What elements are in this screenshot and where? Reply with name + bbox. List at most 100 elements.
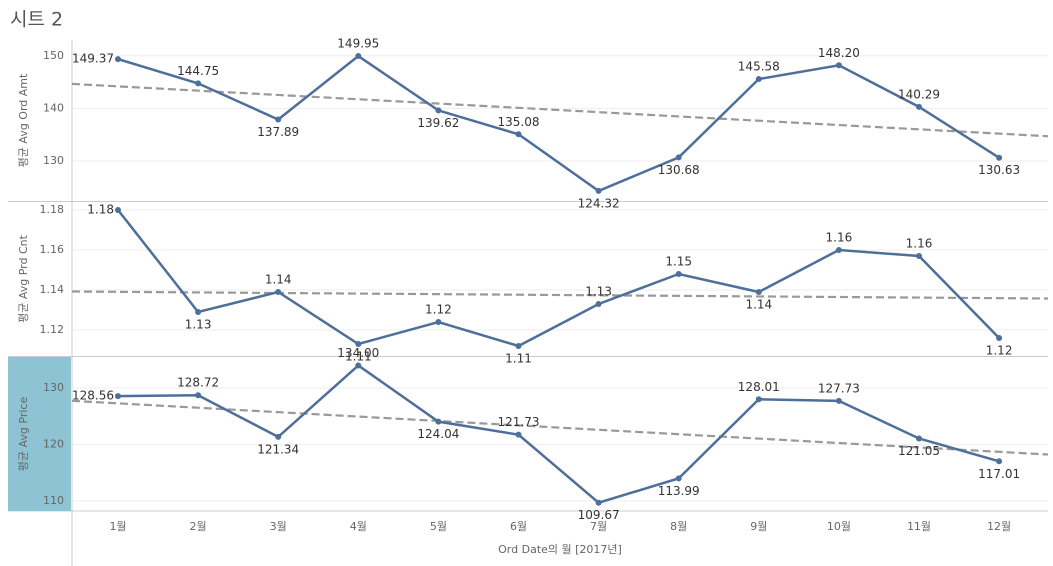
data-point	[595, 187, 602, 194]
data-point	[755, 76, 762, 83]
data-label: 121.73	[498, 415, 540, 429]
data-point	[595, 499, 602, 506]
data-label: 127.73	[818, 381, 860, 395]
data-label: 144.75	[177, 64, 219, 78]
data-label: 148.20	[818, 46, 860, 60]
x-axis-title: Ord Date의 월 [2017년]	[498, 543, 622, 556]
y-tick-label: 130	[43, 154, 64, 167]
data-point	[355, 362, 362, 369]
data-point	[435, 107, 442, 114]
data-point	[916, 435, 922, 442]
data-point	[435, 319, 442, 325]
data-label: 1.15	[665, 255, 692, 269]
line-series	[117, 209, 1000, 348]
x-tick-label: 8월	[670, 520, 687, 533]
x-tick-label: 1월	[109, 520, 126, 533]
data-label: 137.89	[257, 125, 299, 139]
data-point	[755, 396, 762, 403]
data-label: 121.34	[257, 442, 299, 456]
data-point	[675, 475, 682, 482]
data-point	[115, 56, 121, 63]
data-point	[916, 103, 922, 110]
data-point	[996, 458, 1003, 465]
data-label: 145.58	[738, 60, 780, 74]
x-tick-label: 10월	[827, 520, 851, 533]
x-tick-label: 12월	[987, 520, 1011, 533]
line-series	[117, 54, 1000, 193]
x-tick-label: 5월	[430, 520, 447, 533]
data-point	[595, 301, 602, 307]
data-label: 1.13	[185, 318, 212, 332]
data-point	[755, 289, 762, 295]
trend-line	[71, 399, 1049, 456]
line-series	[117, 363, 1000, 505]
data-label: 113.99	[658, 484, 700, 498]
x-tick-label: 4월	[350, 520, 367, 533]
data-point	[675, 154, 682, 161]
y-tick-label: 130	[43, 381, 64, 394]
data-point	[275, 116, 282, 123]
data-label: 1.16	[826, 231, 853, 245]
y-tick-label: 150	[43, 49, 64, 62]
data-point	[115, 393, 121, 400]
data-label: 109.67	[578, 508, 620, 522]
data-point	[675, 271, 682, 277]
data-label: 1.11	[505, 352, 532, 366]
y-label-highlight	[8, 357, 71, 511]
data-label: 128.01	[738, 380, 780, 394]
x-tick-label: 9월	[750, 520, 767, 533]
data-label: 1.18	[87, 203, 114, 217]
data-label: 140.29	[898, 87, 940, 101]
data-label: 149.95	[337, 37, 379, 51]
trend-line	[71, 82, 1049, 138]
x-tick-label: 2월	[190, 520, 207, 533]
data-point	[435, 418, 442, 425]
data-point	[996, 154, 1003, 161]
y-axis-title: 평균 Avg Price	[17, 397, 30, 472]
data-label: 1.16	[906, 237, 933, 251]
data-label: 121.05	[898, 444, 940, 458]
y-tick-label: 140	[43, 101, 64, 114]
data-label: 130.63	[978, 163, 1020, 177]
y-tick-label: 1.12	[40, 323, 65, 336]
data-label: 135.08	[498, 115, 540, 129]
data-point	[115, 207, 121, 213]
data-point	[835, 62, 842, 69]
data-label: 128.72	[177, 376, 219, 390]
data-point	[515, 343, 522, 349]
data-label: 1.12	[986, 344, 1013, 358]
y-tick-label: 120	[43, 437, 64, 450]
data-label: 1.14	[745, 298, 772, 312]
data-point	[195, 309, 202, 315]
x-tick-label: 3월	[270, 520, 287, 533]
data-label: 139.62	[417, 116, 459, 130]
data-label: 124.04	[417, 427, 459, 441]
data-point	[195, 80, 202, 87]
data-label: 1.14	[265, 273, 292, 287]
data-label: 128.56	[72, 389, 114, 403]
trend-line	[71, 290, 1049, 300]
chart-title: 시트 2	[10, 9, 63, 31]
data-label: 130.68	[658, 163, 700, 177]
data-label: 117.01	[978, 467, 1020, 481]
data-point	[275, 433, 282, 440]
data-label: 149.37	[72, 52, 114, 66]
data-label: 1.12	[425, 303, 452, 317]
data-label: 1.13	[585, 285, 612, 299]
data-point	[835, 247, 842, 253]
data-label: 134.00	[337, 346, 379, 360]
data-label: 1.11	[345, 350, 372, 364]
x-tick-label: 11월	[907, 520, 931, 533]
data-point	[195, 392, 202, 399]
data-point	[275, 289, 282, 295]
y-tick-label: 1.16	[40, 243, 65, 256]
data-point	[996, 335, 1003, 341]
data-point	[515, 131, 522, 138]
x-tick-label: 7월	[590, 520, 607, 533]
y-tick-label: 1.18	[40, 203, 65, 216]
data-point	[835, 397, 842, 404]
y-tick-label: 110	[43, 494, 64, 507]
data-point	[355, 341, 362, 347]
data-point	[515, 431, 522, 438]
